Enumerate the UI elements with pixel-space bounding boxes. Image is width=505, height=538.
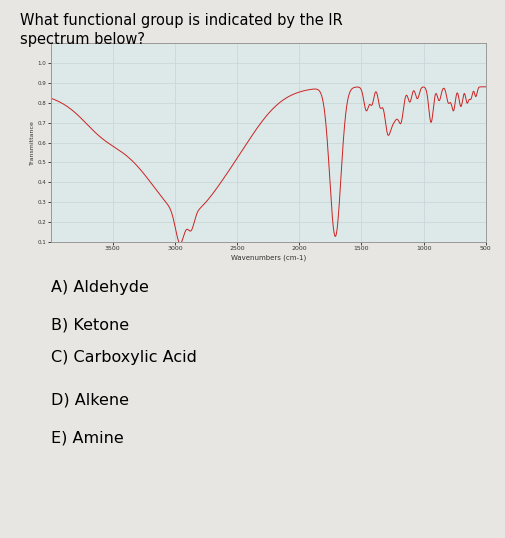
Text: A) Aldehyde: A) Aldehyde <box>50 280 148 295</box>
Text: D) Alkene: D) Alkene <box>50 393 128 408</box>
Y-axis label: Transmittance: Transmittance <box>30 120 35 165</box>
Text: C) Carboxylic Acid: C) Carboxylic Acid <box>50 350 196 365</box>
Text: E) Amine: E) Amine <box>50 430 123 445</box>
X-axis label: Wavenumbers (cm-1): Wavenumbers (cm-1) <box>230 254 305 260</box>
Text: spectrum below?: spectrum below? <box>20 32 145 47</box>
Text: What functional group is indicated by the IR: What functional group is indicated by th… <box>20 13 342 29</box>
Text: B) Ketone: B) Ketone <box>50 317 128 332</box>
